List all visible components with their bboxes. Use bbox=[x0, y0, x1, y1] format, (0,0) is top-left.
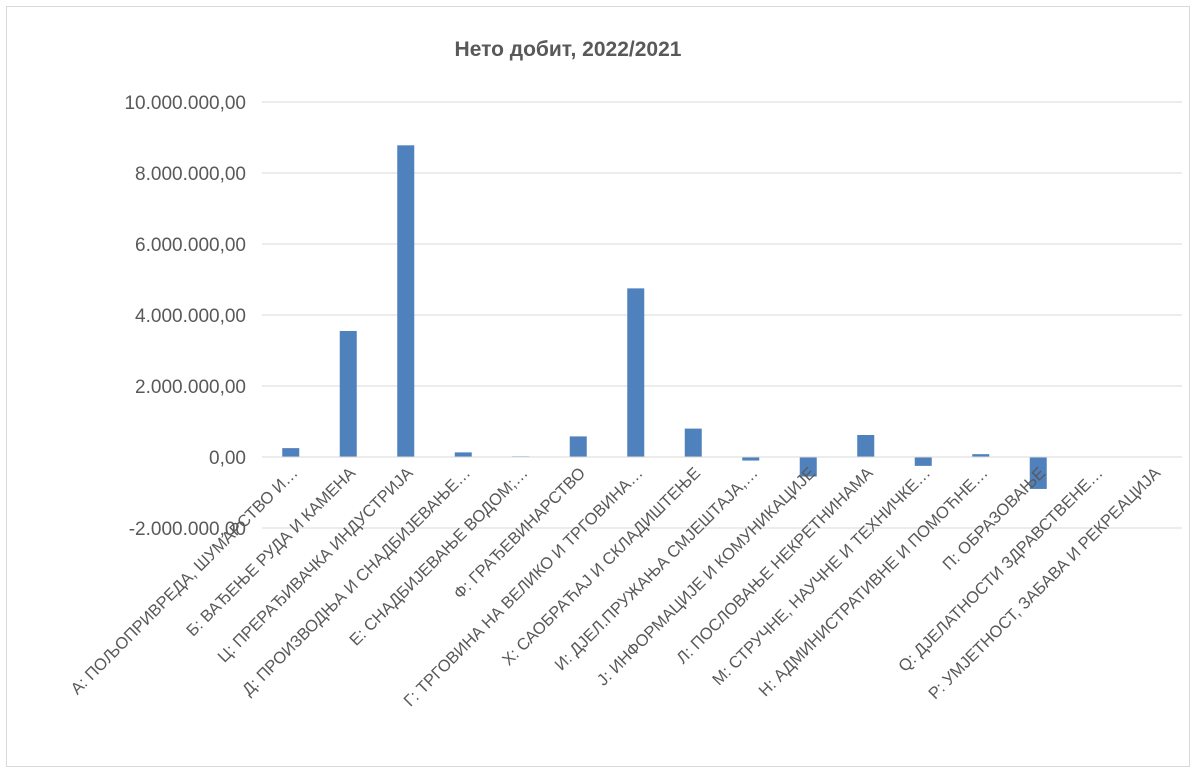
x-category-label: Х: САОБРАЋАЈ И СКЛАДИШТЕЊЕ bbox=[499, 464, 704, 669]
y-tick-label: 10.000.000,00 bbox=[124, 93, 246, 114]
y-tick-label: 2.000.000,00 bbox=[135, 377, 246, 398]
y-axis-tick-labels: -2.000.000,00 0,00 2.000.000,00 4.000.000,0… bbox=[124, 93, 246, 540]
bar bbox=[454, 452, 472, 457]
bar bbox=[1029, 457, 1047, 489]
bar bbox=[857, 434, 875, 457]
chart-title: Нето добит, 2022/2021 bbox=[454, 38, 682, 61]
bar bbox=[339, 330, 357, 457]
y-tick-label: 8.000.000,00 bbox=[135, 164, 246, 185]
bar bbox=[569, 436, 587, 457]
x-category-label: Ј: ИНФОРМАЦИЈЕ И КОМУНИКАЦИЈЕ bbox=[594, 464, 819, 689]
gridlines bbox=[262, 101, 1182, 529]
y-tick-label: -2.000.000,00 bbox=[129, 519, 246, 540]
bar bbox=[397, 145, 415, 457]
bar bbox=[914, 457, 932, 466]
bar bbox=[742, 457, 760, 461]
x-category-label: Q: ДЈЕЛАТНОСТИ ЗДРАВСТВЕНЕ… bbox=[895, 464, 1106, 675]
y-tick-label: 4.000.000,00 bbox=[135, 306, 246, 327]
x-category-label: П: ОБРАЗОВАЊЕ bbox=[939, 464, 1049, 574]
y-tick-label: 6.000.000,00 bbox=[135, 235, 246, 256]
x-category-label: И: ДЈЕЛ.ПРУЖАЊА СМЈЕШТАЈА,… bbox=[552, 464, 762, 674]
bar bbox=[282, 448, 300, 457]
y-tick-label: 0,00 bbox=[209, 448, 246, 469]
x-category-label: М: СТРУЧНЕ, НАУЧНЕ И ТЕХНИЧКЕ… bbox=[709, 464, 934, 689]
x-axis-category-labels: А: ПОЉОПРИВРЕДА, ШУМАРСТВО И…Б: ВАЂЕЊЕ Р… bbox=[67, 464, 1164, 710]
bar bbox=[627, 288, 645, 457]
bars bbox=[282, 145, 1047, 489]
bar bbox=[799, 457, 817, 477]
bar bbox=[684, 428, 702, 457]
bar bbox=[972, 454, 990, 457]
